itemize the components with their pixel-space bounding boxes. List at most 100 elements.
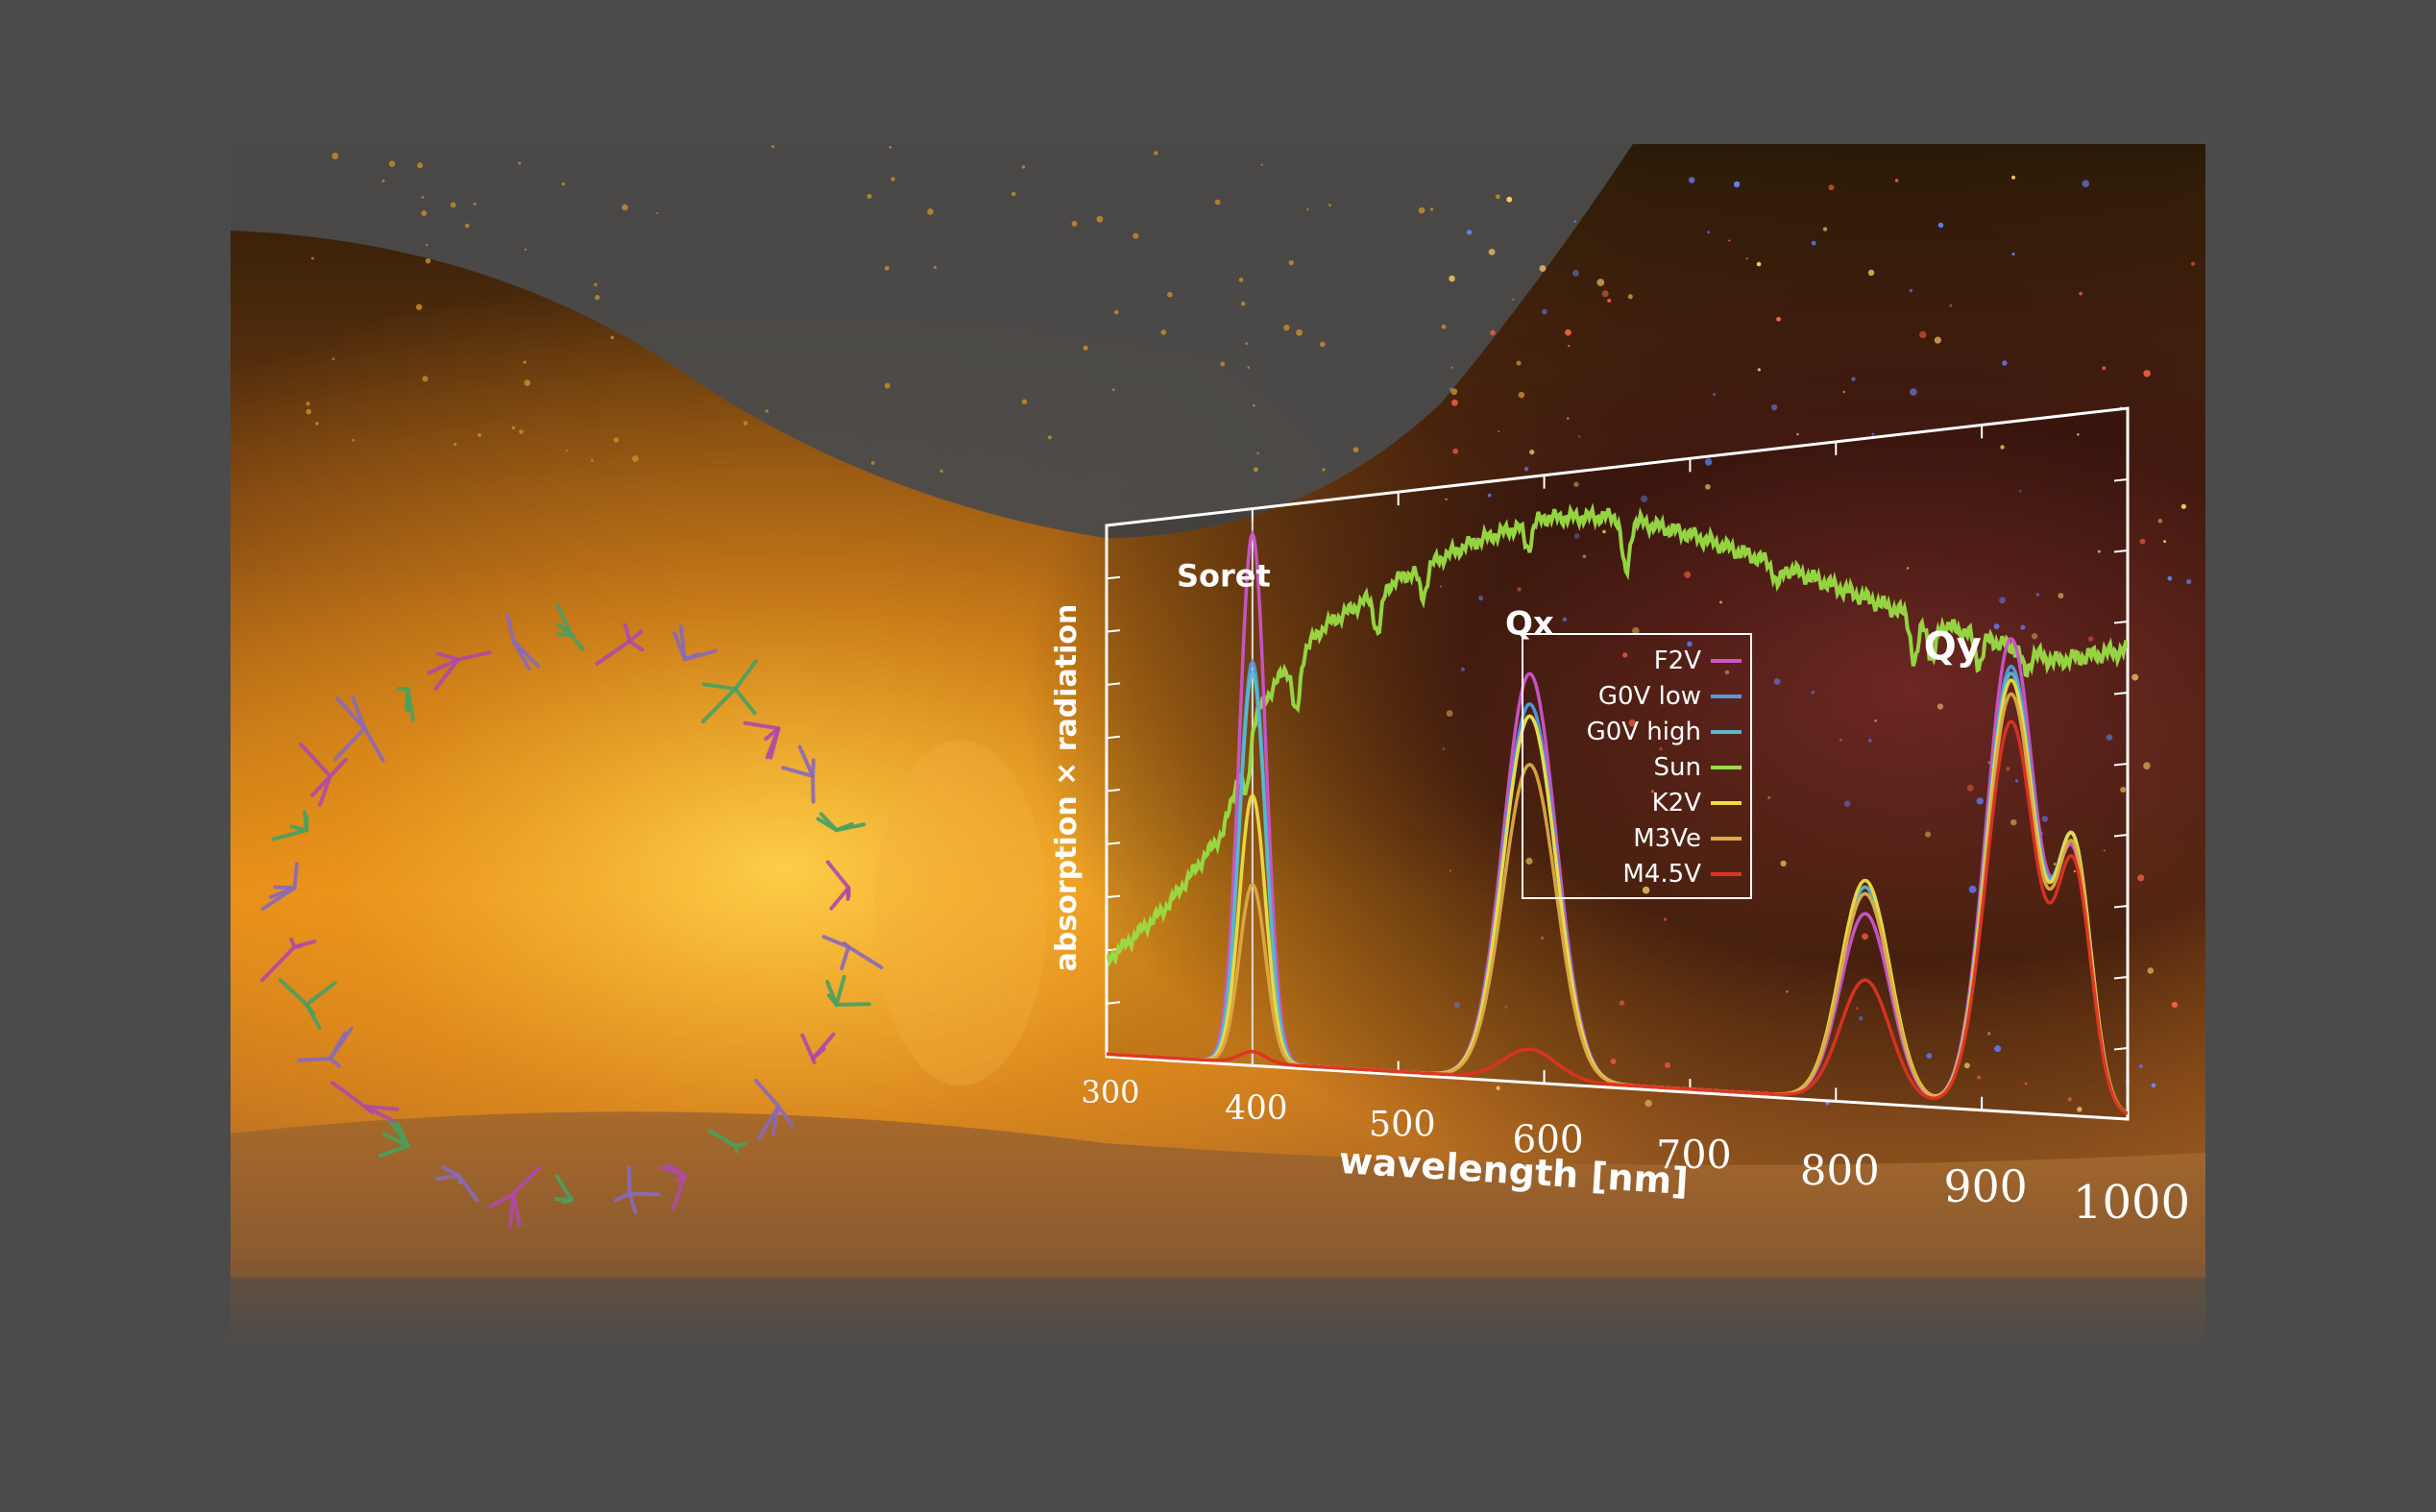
star — [1862, 933, 1868, 940]
ring-bond — [292, 862, 300, 890]
dust-speck — [524, 379, 531, 386]
star — [1796, 432, 1799, 436]
ring-bond — [776, 1104, 794, 1128]
star — [2138, 1064, 2143, 1068]
star — [2018, 489, 2022, 493]
dust-speck — [927, 208, 934, 215]
star — [2024, 1082, 2028, 1085]
ring-bond — [335, 696, 367, 731]
dust-speck — [1071, 221, 1078, 227]
y-axis-ticks — [1106, 407, 2129, 1051]
ring-bond — [614, 1191, 632, 1203]
star — [1770, 403, 1778, 411]
y-tick — [2113, 834, 2129, 838]
ring-bond — [753, 1078, 781, 1109]
star — [1993, 623, 2000, 629]
star — [1496, 1085, 1500, 1090]
dust-speck — [305, 408, 312, 415]
star — [1517, 587, 1522, 592]
ring-bond — [330, 1081, 367, 1109]
star — [1968, 885, 1977, 893]
ring-bond — [622, 622, 632, 644]
star — [1828, 184, 1835, 191]
dust-speck — [621, 204, 628, 211]
star — [1565, 329, 1571, 336]
ring-bond — [435, 1173, 461, 1181]
ring-bond — [733, 659, 758, 692]
dust-speck — [331, 152, 339, 159]
dust-speck — [765, 409, 769, 413]
star — [2120, 786, 2127, 793]
star — [1529, 449, 1535, 455]
star — [1487, 493, 1492, 498]
star — [2102, 366, 2107, 371]
y-tick — [2113, 621, 2129, 624]
ring-bond — [627, 1191, 638, 1214]
ring-bond — [682, 652, 700, 662]
dust-speck — [610, 335, 615, 340]
star — [2079, 291, 2083, 296]
star — [1937, 703, 1944, 710]
dust-speck — [1011, 191, 1016, 197]
star — [1776, 316, 1781, 322]
annotations: Soret Qx Qy — [1177, 558, 1982, 670]
star — [1573, 220, 1576, 223]
star — [2058, 593, 2064, 599]
dust-speck — [1320, 341, 1326, 348]
y-tick — [1106, 523, 1121, 526]
ring-bond — [834, 1002, 871, 1007]
ring-bond — [299, 743, 332, 778]
dust-speck — [1238, 277, 1244, 282]
star — [1650, 790, 1655, 793]
dust-speck — [870, 461, 875, 465]
dust-speck — [425, 257, 431, 264]
ring-bond — [511, 1165, 542, 1196]
dust-speck — [771, 145, 775, 149]
star — [1733, 181, 1741, 188]
dust-speck — [450, 202, 456, 208]
ring-bond — [271, 828, 309, 841]
star — [1664, 1061, 1671, 1068]
ring-bond — [811, 774, 816, 804]
dust-speck — [1256, 451, 1259, 455]
dust-speck — [889, 145, 892, 149]
star — [1704, 458, 1713, 466]
ring-bond — [811, 1032, 836, 1061]
dust-speck — [1253, 467, 1258, 473]
ring-bond — [595, 639, 632, 666]
star — [1663, 917, 1668, 921]
dust-speck — [421, 196, 425, 199]
dust-speck — [591, 458, 594, 462]
ring-bond — [268, 886, 297, 899]
dust-speck — [613, 437, 620, 443]
star — [1466, 230, 1473, 235]
star — [1868, 739, 1872, 743]
ring-bond — [764, 726, 781, 742]
dust-speck — [1021, 399, 1028, 405]
star — [1773, 678, 1781, 685]
x-tick-label: 400 — [1225, 1089, 1287, 1128]
series-line-m4-5v — [1107, 719, 2128, 1115]
annotation-soret: Soret — [1177, 558, 1271, 595]
star — [2139, 538, 2146, 545]
star — [2082, 180, 2090, 187]
star — [1632, 626, 1640, 635]
star — [1627, 294, 1633, 300]
ring-bond — [781, 766, 816, 778]
ring-bond — [800, 1033, 816, 1061]
dust-speck — [1154, 151, 1158, 156]
ring-bond — [834, 821, 854, 833]
dust-speck — [1429, 207, 1434, 211]
star — [2132, 673, 2139, 681]
star — [2073, 870, 2076, 873]
star — [1839, 738, 1842, 742]
star — [1582, 554, 1587, 559]
star — [1508, 626, 1514, 632]
dust-speck — [1111, 388, 1115, 391]
star — [1894, 179, 1899, 183]
ring-bond — [435, 651, 461, 662]
dust-speck — [1450, 388, 1458, 396]
legend-label: G0V high — [1587, 718, 1701, 746]
ring-bond — [678, 624, 687, 662]
ring-bond — [508, 1191, 516, 1229]
